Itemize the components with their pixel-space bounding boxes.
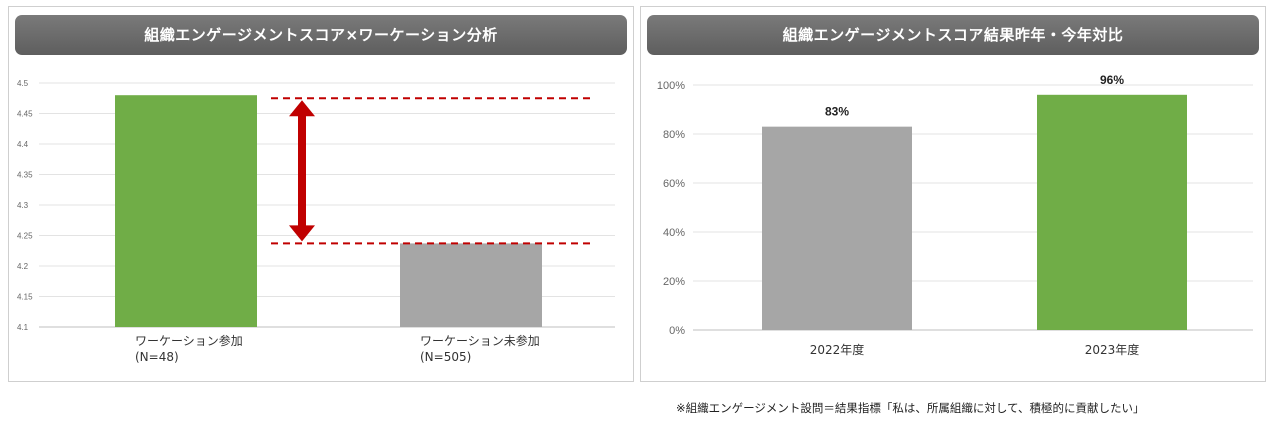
y-tick-label: 4.1: [17, 323, 29, 332]
right-chart-title: 組織エンゲージメントスコア結果昨年・今年対比: [647, 15, 1259, 55]
y-tick-label: 80%: [663, 129, 685, 141]
y-tick-label: 40%: [663, 227, 685, 239]
difference-arrow-head-up: [289, 100, 315, 117]
bar-2022年度: [762, 126, 912, 331]
y-tick-label: 100%: [657, 80, 685, 92]
bar-2023年度: [1037, 94, 1187, 330]
y-tick-label: 0%: [669, 325, 685, 337]
category-label: 2023年度: [1085, 342, 1140, 357]
y-tick-label: 60%: [663, 178, 685, 190]
right-chart-panel: 組織エンゲージメントスコア結果昨年・今年対比 0% 20% 40% 60% 80% 100…: [640, 6, 1266, 382]
category-label: 2022年度: [810, 342, 865, 357]
y-tick-label: 4.25: [17, 232, 33, 241]
y-tick-label: 4.15: [17, 293, 33, 302]
y-tick-label: 4.5: [17, 79, 29, 88]
footnote: ※組織エンゲージメント設問＝結果指標「私は、所属組織に対して、積極的に貢献したい…: [676, 401, 1145, 415]
category-label: ワーケーション参加(N=48): [135, 333, 243, 364]
y-tick-label: 4.2: [17, 262, 29, 271]
y-tick-label: 4.4: [17, 140, 29, 149]
data-label: 83%: [825, 105, 849, 119]
right-bar-chart: 0% 20% 40% 60% 80% 100% 83% 2022年度 96% 2023年度: [657, 73, 1253, 357]
y-tick-label: 20%: [663, 276, 685, 288]
data-label: 96%: [1100, 73, 1124, 87]
left-chart-title: 組織エンゲージメントスコア×ワーケーション分析: [15, 15, 627, 55]
left-bar-chart: 4.1 4.15 4.2 4.25 4.3 4.35 4.4 4.45 4.5 ワーケーション参加…: [17, 79, 615, 364]
y-tick-label: 4.45: [17, 110, 33, 119]
difference-arrow-head-down: [289, 225, 315, 242]
difference-arrow-shaft: [298, 114, 306, 228]
y-tick-label: 4.35: [17, 171, 33, 180]
bar-2: [400, 243, 542, 327]
left-chart-panel: 組織エンゲージメントスコア×ワーケーション分析 4.1 4.15 4.2 4.25 4.…: [8, 6, 634, 382]
category-label: ワーケーション未参加(N=505): [420, 333, 540, 364]
y-tick-label: 4.3: [17, 201, 29, 210]
bar-1: [115, 95, 257, 327]
